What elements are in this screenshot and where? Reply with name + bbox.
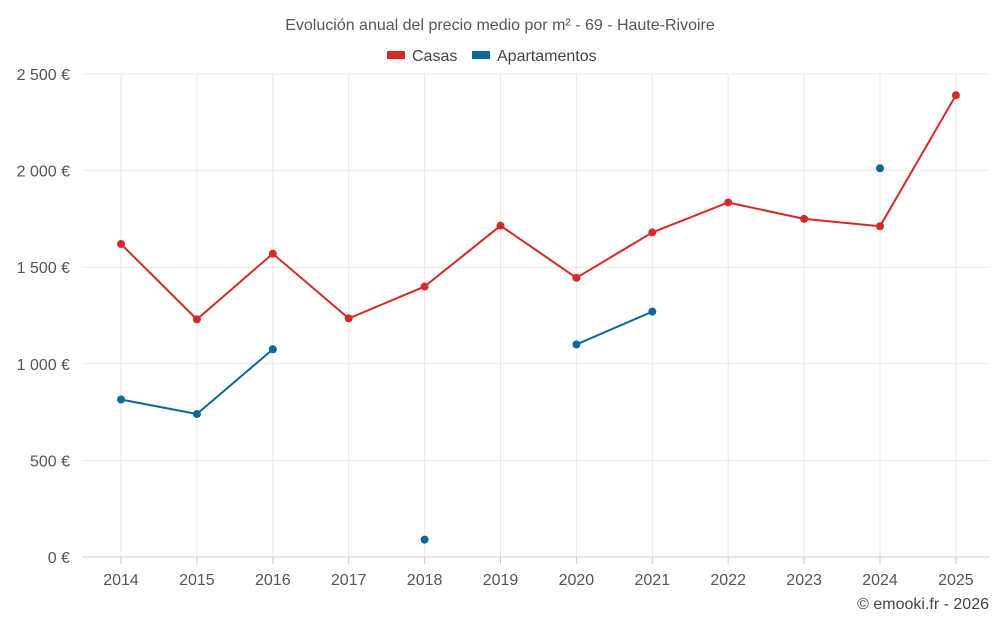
- y-tick-label: 500 €: [30, 453, 70, 470]
- x-tick-label: 2015: [179, 572, 215, 589]
- data-point[interactable]: [117, 395, 125, 404]
- data-point[interactable]: [876, 222, 884, 231]
- x-tick-label: 2025: [938, 572, 974, 589]
- series-apartamentos: [117, 164, 884, 544]
- data-point[interactable]: [876, 164, 884, 173]
- legend-label[interactable]: Apartamentos: [497, 48, 597, 65]
- data-point[interactable]: [496, 221, 505, 230]
- x-tick-label: 2024: [862, 572, 898, 589]
- legend-label[interactable]: Casas: [412, 48, 457, 65]
- chart-title: Evolución anual del precio medio por m² …: [285, 17, 715, 34]
- data-point[interactable]: [420, 535, 429, 544]
- legend-swatch: [472, 51, 490, 59]
- data-point[interactable]: [344, 314, 353, 323]
- data-point[interactable]: [117, 240, 125, 249]
- x-tick-label: 2018: [407, 572, 443, 589]
- grid: [82, 73, 990, 557]
- data-point[interactable]: [420, 282, 429, 291]
- data-point[interactable]: [724, 198, 733, 207]
- x-tick-label: 2017: [331, 572, 367, 589]
- x-tick-label: 2016: [255, 572, 291, 589]
- x-tick-label: 2019: [483, 572, 519, 589]
- series-layer: [117, 91, 960, 544]
- series-line: [576, 310, 653, 346]
- data-point[interactable]: [648, 307, 657, 316]
- y-tick-label: 1 000 €: [17, 357, 70, 374]
- data-point[interactable]: [268, 249, 277, 258]
- data-point[interactable]: [951, 91, 960, 100]
- data-point[interactable]: [572, 273, 581, 282]
- axes: 0 € 500 € 1 000 € 1 500 € 2 000 € 2 500 € 2014…: [17, 67, 990, 589]
- data-point[interactable]: [648, 228, 657, 237]
- x-tick-label: 2014: [103, 572, 139, 589]
- x-tick-label: 2023: [786, 572, 822, 589]
- x-tick-label: 2020: [559, 572, 595, 589]
- series-casas: [117, 91, 960, 324]
- credit-text: © emooki.fr - 2026: [857, 596, 989, 613]
- y-tick-label: 0 €: [48, 550, 70, 567]
- x-tick-label: 2022: [710, 572, 746, 589]
- series-line: [120, 94, 957, 321]
- data-point[interactable]: [192, 410, 201, 419]
- y-tick-label: 1 500 €: [17, 260, 70, 277]
- legend: Casas Apartamentos: [387, 48, 597, 65]
- y-tick-label: 2 000 €: [17, 164, 70, 181]
- legend-swatch: [387, 51, 405, 59]
- data-point[interactable]: [800, 214, 809, 223]
- x-tick-label: 2021: [635, 572, 671, 589]
- data-point[interactable]: [192, 315, 201, 324]
- data-point[interactable]: [268, 345, 277, 354]
- y-tick-label: 2 500 €: [17, 67, 70, 84]
- data-point[interactable]: [572, 340, 581, 349]
